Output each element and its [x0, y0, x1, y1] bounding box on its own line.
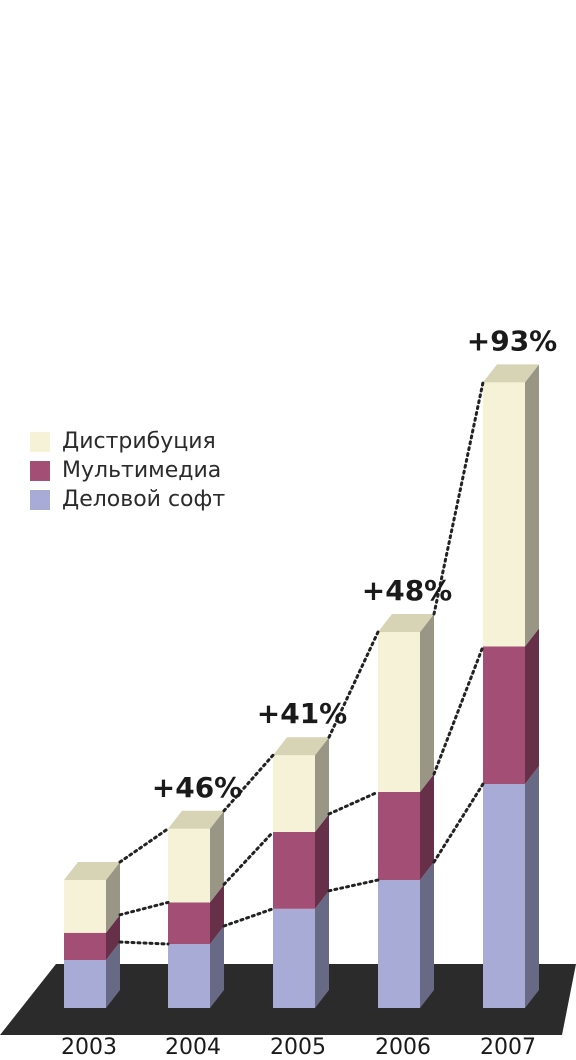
- legend-swatch-multimedia: [30, 460, 50, 481]
- bar-top-face: [168, 810, 224, 829]
- bar-segment: [168, 828, 210, 903]
- legend: Дистрибуция Мультимедиа Деловой софт: [30, 427, 225, 514]
- legend-item-distribution: Дистрибуция: [30, 427, 225, 456]
- legend-item-multimedia: Мультимедиа: [30, 456, 225, 485]
- bar-segment-side: [315, 814, 329, 909]
- growth-connector: [432, 380, 485, 616]
- growth-label: +93%: [467, 324, 557, 357]
- bar-segment: [273, 832, 315, 909]
- legend-swatch-distribution: [30, 431, 50, 452]
- bar-segment-side: [525, 766, 539, 1008]
- legend-label-multimedia: Мультимедиа: [62, 458, 222, 483]
- growth-connector: [118, 900, 170, 917]
- bar-segment: [483, 784, 525, 1008]
- growth-connector: [327, 878, 380, 893]
- x-tick-label: 2003: [61, 1035, 117, 1060]
- x-tick-label: 2006: [375, 1035, 431, 1060]
- growth-connector: [222, 907, 275, 928]
- bar-segment: [168, 902, 210, 944]
- growth-connector: [118, 827, 170, 864]
- bar-segment-side: [525, 628, 539, 784]
- bar-top-face: [378, 614, 434, 632]
- bar-segment-side: [106, 942, 120, 1008]
- bar-segment: [64, 932, 106, 960]
- legend-item-business-software: Деловой софт: [30, 485, 225, 514]
- growth-label: +48%: [362, 574, 452, 607]
- x-tick-label: 2005: [270, 1035, 326, 1060]
- growth-label: +46%: [152, 771, 242, 804]
- bar-segment-side: [420, 614, 434, 792]
- bar-segment: [378, 792, 420, 880]
- bar-segment-side: [420, 774, 434, 880]
- growth-connector: [222, 753, 275, 813]
- bar-segment-side: [315, 737, 329, 832]
- growth-connector: [327, 790, 380, 816]
- bar-segment: [483, 382, 525, 647]
- bar-segment: [64, 880, 106, 933]
- growth-connector: [222, 830, 275, 886]
- bar-segment: [64, 960, 106, 1008]
- legend-label-distribution: Дистрибуция: [62, 429, 216, 454]
- growth-connector: [327, 630, 380, 739]
- bar-top-face: [273, 737, 329, 756]
- legend-swatch-business-software: [30, 489, 50, 510]
- bar-segment: [273, 908, 315, 1008]
- bar-segment-side: [315, 890, 329, 1008]
- bar-segment-side: [106, 862, 120, 933]
- bar-segment-side: [106, 914, 120, 960]
- legend-label-business-software: Деловой софт: [62, 487, 226, 512]
- bar-segment: [378, 880, 420, 1008]
- growth-connector: [432, 644, 485, 776]
- bar-segment: [483, 646, 525, 784]
- bar-segment-side: [210, 926, 224, 1008]
- bar-top-face: [483, 364, 539, 383]
- x-tick-label: 2007: [480, 1035, 536, 1060]
- bar-segment-side: [210, 810, 224, 903]
- bar-segment: [273, 755, 315, 832]
- growth-connector: [118, 940, 170, 946]
- bar-segment-side: [210, 884, 224, 944]
- bar-segment-side: [420, 862, 434, 1008]
- bar-segment: [168, 944, 210, 1008]
- bar-top-face: [64, 862, 120, 880]
- growth-label: +41%: [257, 697, 347, 730]
- x-tick-label: 2004: [165, 1035, 221, 1060]
- bar-segment-side: [525, 364, 539, 647]
- bar-segment: [378, 632, 420, 792]
- growth-connector: [432, 782, 485, 864]
